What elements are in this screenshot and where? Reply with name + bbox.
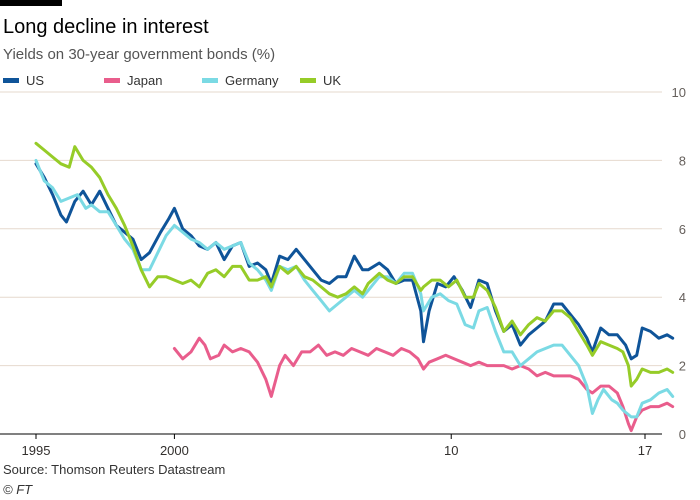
x-tick-label-2000: 2000: [160, 443, 189, 458]
legend-label-germany: Germany: [225, 73, 279, 88]
y-tick-label-10: 10: [672, 85, 686, 100]
legend-swatch-germany: [202, 78, 218, 84]
legend-swatch-japan: [104, 78, 120, 84]
x-tick-label-10: 10: [444, 443, 458, 458]
x-tick-label-1995: 1995: [22, 443, 51, 458]
legend-label-uk: UK: [323, 73, 342, 88]
y-tick-label-8: 8: [679, 153, 686, 168]
series-line-us: [34, 162, 675, 361]
legend-item-japan: Japan: [104, 73, 162, 88]
x-axis: 1995 2000 10 17: [0, 433, 662, 458]
legend-item-us: US: [3, 73, 44, 88]
y-tick-label-2: 2: [679, 359, 686, 374]
ft-top-rule: [0, 0, 62, 6]
ft-credit: © FT: [3, 482, 33, 497]
y-tick-labels: 0 2 4 6 8 10: [672, 85, 686, 442]
legend-swatch-uk: [300, 78, 316, 84]
y-tick-label-4: 4: [679, 290, 686, 305]
y-tick-label-0: 0: [679, 427, 686, 442]
chart-title: Long decline in interest: [3, 16, 209, 38]
legend-item-uk: UK: [300, 73, 341, 88]
series-line-uk: [34, 141, 675, 388]
series-lines: [34, 141, 675, 433]
series-line-japan: [172, 336, 675, 433]
y-tick-label-6: 6: [679, 222, 686, 237]
chart-subtitle: Yields on 30-year government bonds (%): [3, 46, 276, 63]
y-gridlines: [0, 91, 662, 367]
legend-label-japan: Japan: [127, 73, 163, 88]
series-line-germany: [34, 158, 675, 419]
legend-label-us: US: [26, 73, 45, 88]
legend-item-germany: Germany: [202, 73, 278, 88]
x-tick-label-17: 17: [638, 443, 652, 458]
source-note: Source: Thomson Reuters Datastream: [3, 462, 226, 477]
legend-swatch-us: [3, 78, 19, 84]
